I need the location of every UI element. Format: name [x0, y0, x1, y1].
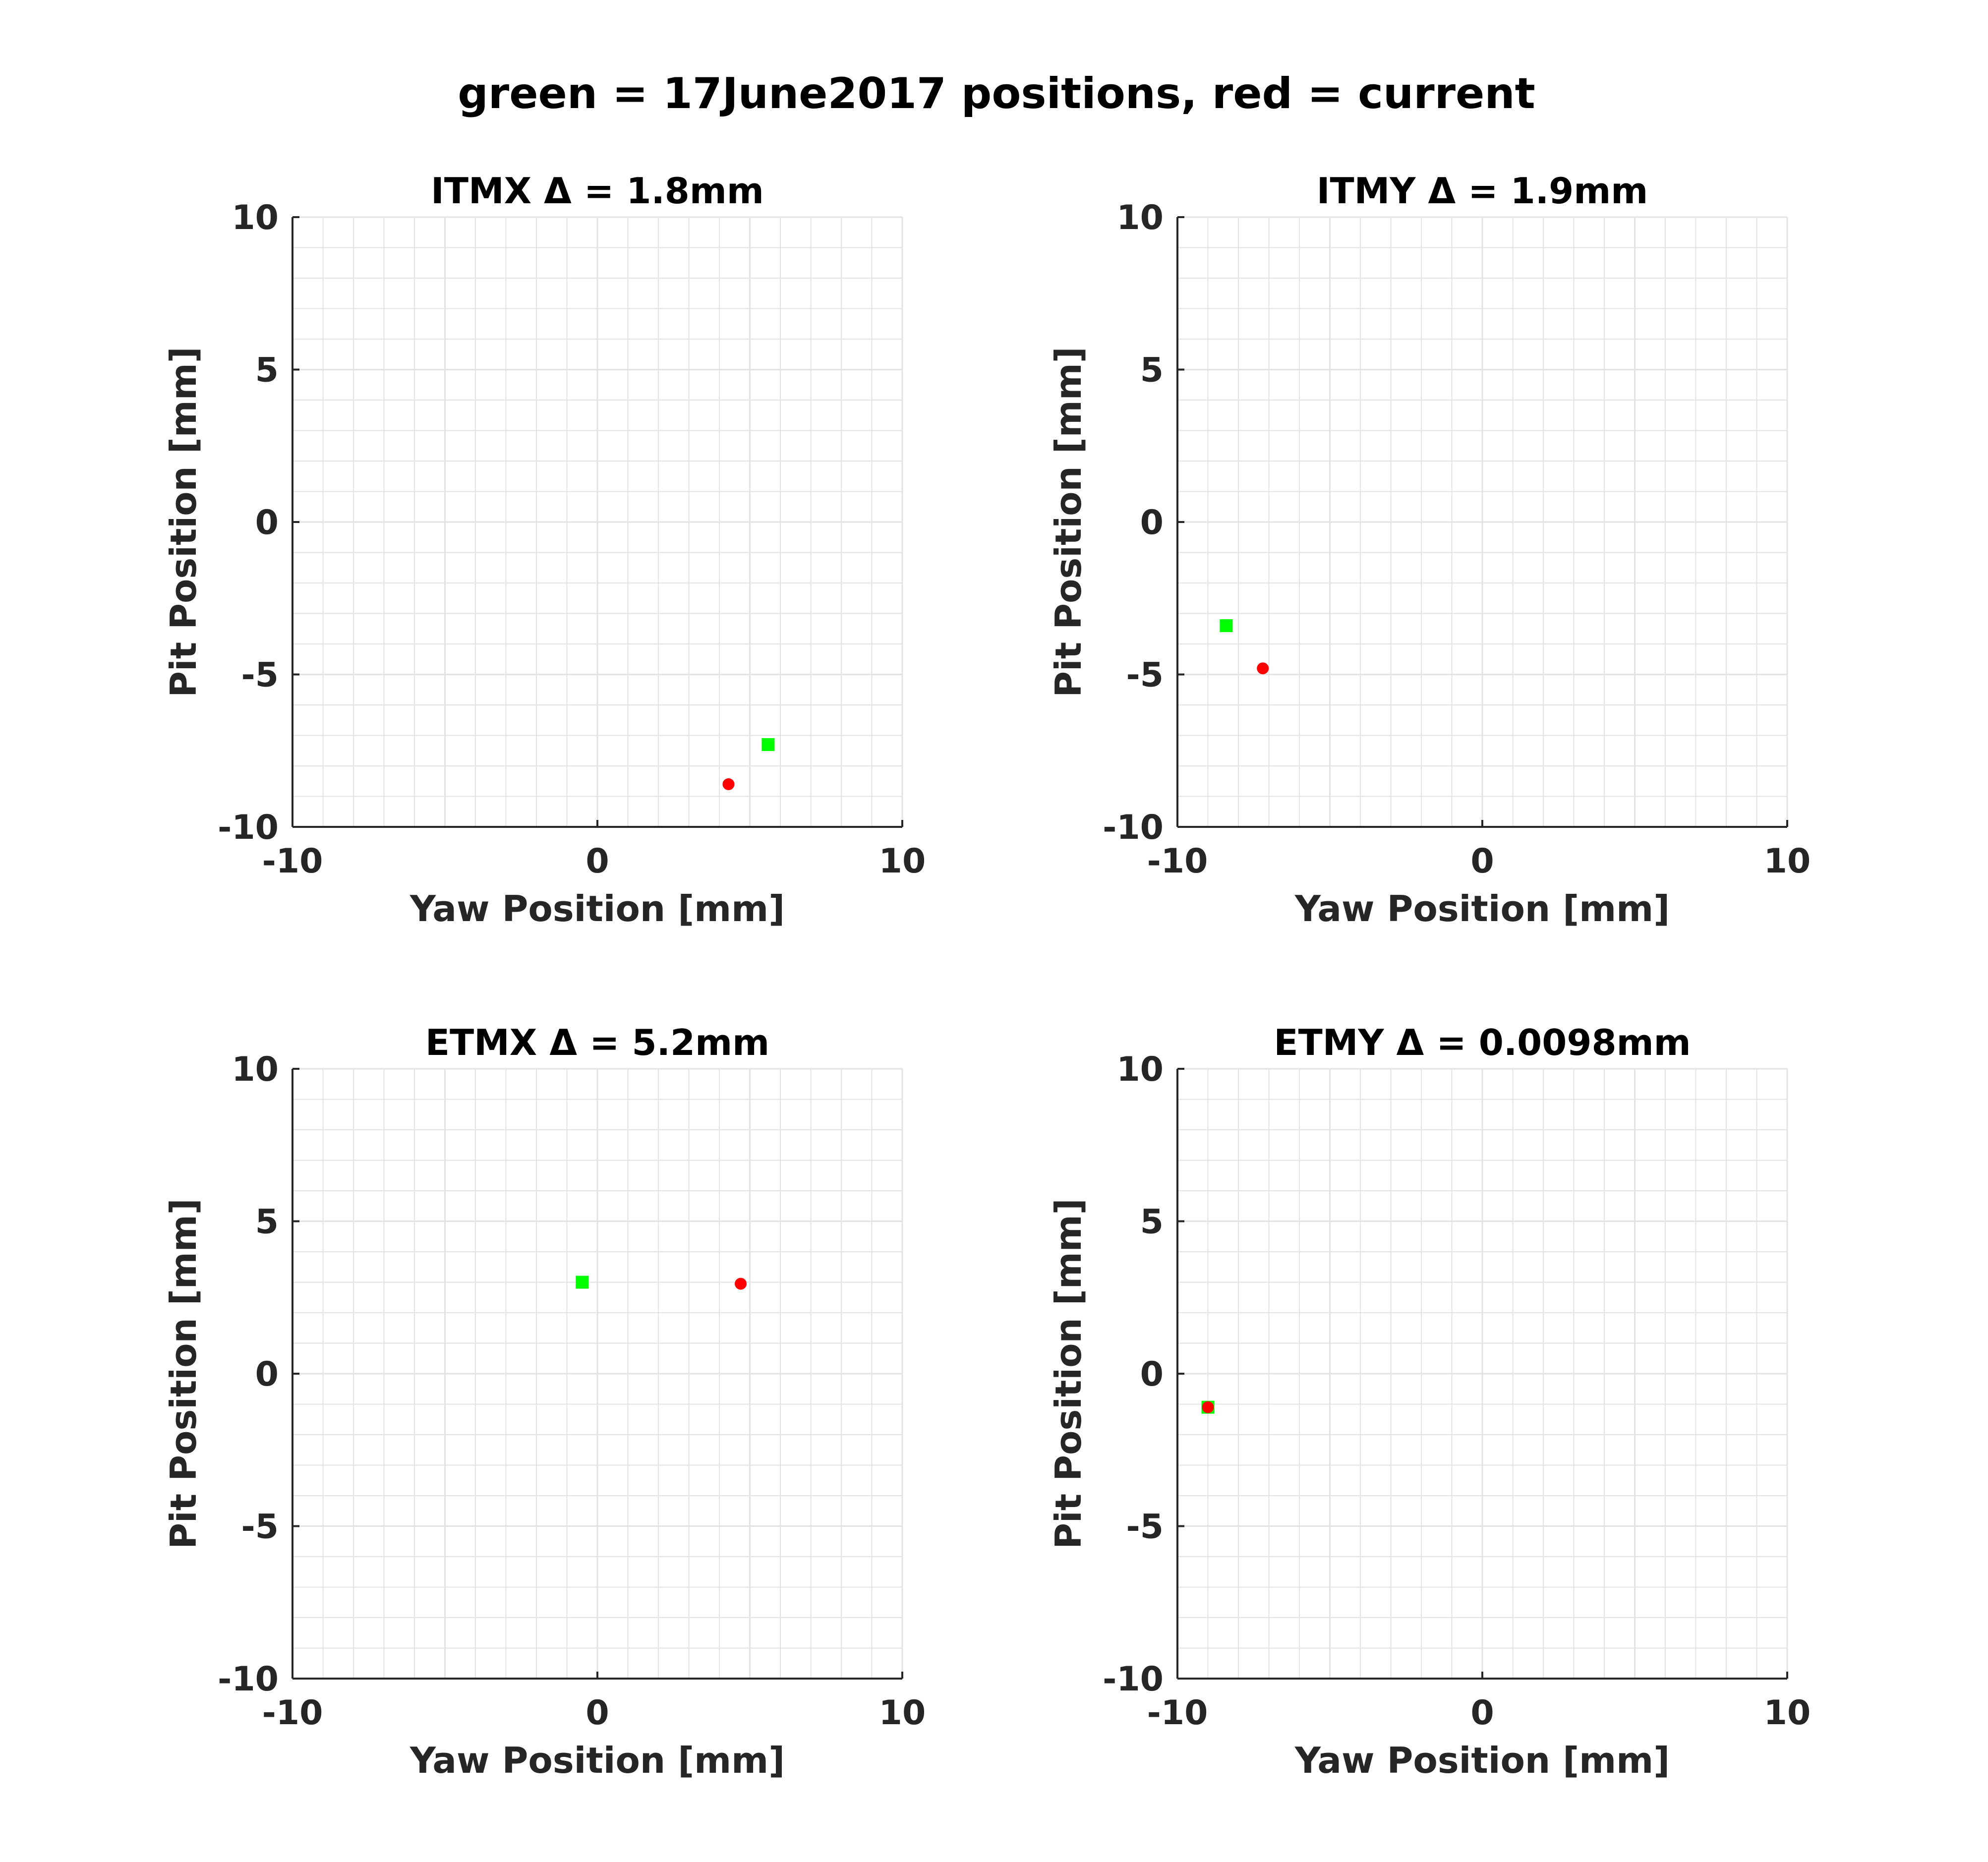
x-tick-label: 0: [1470, 842, 1494, 881]
x-tick-label: 10: [879, 842, 926, 881]
y-tick-label: -5: [1126, 656, 1164, 695]
grid-lines: [1176, 1068, 1788, 1680]
y-tick-label: -5: [1126, 1508, 1164, 1547]
x-tick-label: 0: [1470, 1693, 1494, 1733]
reference-position-marker: [576, 1276, 589, 1289]
reference-position-marker: [761, 738, 775, 751]
subplot-2: -10 0 10 -10 -5 0 5 10 ITMY Δ = 1.9mm Yaw Positio…: [1048, 170, 1811, 930]
y-tick-label: 10: [232, 1050, 279, 1089]
subplot-4: -10 0 10 -10 -5 0 5 10 ETMY Δ = 0.0098mm Yaw Posi…: [1048, 1022, 1811, 1781]
current-position-marker: [735, 1278, 747, 1290]
subplot-title: ETMX Δ = 5.2mm: [425, 1022, 769, 1063]
current-position-marker: [1257, 662, 1269, 675]
current-position-marker: [1202, 1401, 1214, 1413]
x-axis-label: Yaw Position [mm]: [409, 888, 785, 930]
y-tick-label: 0: [255, 1355, 279, 1394]
y-tick-label: 10: [232, 198, 279, 237]
y-tick-label: -5: [241, 1508, 279, 1547]
y-axis-label: Pit Position [mm]: [1048, 1198, 1089, 1549]
y-tick-label: 10: [1116, 198, 1164, 237]
y-tick-label: 10: [1116, 1050, 1164, 1089]
x-tick-label: 0: [585, 842, 609, 881]
current-position-marker: [722, 778, 735, 790]
subplot-title: ETMY Δ = 0.0098mm: [1274, 1022, 1691, 1063]
y-tick-label: 5: [1140, 351, 1164, 390]
grid-lines: [292, 216, 903, 828]
x-axis-label: Yaw Position [mm]: [1294, 1740, 1670, 1781]
y-tick-label: 0: [1140, 1355, 1164, 1394]
y-axis-label: Pit Position [mm]: [1048, 347, 1089, 697]
y-axis-label: Pit Position [mm]: [163, 347, 204, 697]
subplot-title: ITMY Δ = 1.9mm: [1317, 170, 1648, 212]
x-axis-label: Yaw Position [mm]: [1294, 888, 1670, 930]
x-tick-label: 10: [879, 1693, 926, 1733]
y-tick-label: -10: [1103, 808, 1164, 847]
y-tick-label: -5: [241, 656, 279, 695]
y-tick-label: -10: [218, 1660, 279, 1699]
y-tick-label: 5: [1140, 1203, 1164, 1242]
grid-lines: [1176, 216, 1788, 828]
figure-title: green = 17June2017 positions, red = curr…: [458, 69, 1535, 118]
y-tick-label: 5: [255, 351, 279, 390]
y-axis-label: Pit Position [mm]: [163, 1198, 204, 1549]
x-tick-label: 0: [585, 1693, 609, 1733]
x-tick-label: -10: [262, 842, 323, 881]
x-tick-label: -10: [1147, 842, 1208, 881]
y-tick-label: 0: [255, 503, 279, 542]
x-tick-label: -10: [1147, 1693, 1208, 1733]
x-tick-label: -10: [262, 1693, 323, 1733]
grid-lines: [292, 1068, 903, 1680]
x-axis-label: Yaw Position [mm]: [409, 1740, 785, 1781]
subplot-3: -10 0 10 -10 -5 0 5 10 ETMX Δ = 5.2mm Yaw Positio…: [163, 1022, 926, 1781]
subplot-grid: -10 0 10 -10 -5 0 5 10 ITMX Δ = 1.8mm Yaw Positio…: [163, 170, 1811, 1781]
x-tick-label: 10: [1764, 842, 1811, 881]
subplot-title: ITMX Δ = 1.8mm: [431, 170, 764, 212]
y-tick-label: -10: [1103, 1660, 1164, 1699]
y-tick-label: 5: [255, 1203, 279, 1242]
subplot-1: -10 0 10 -10 -5 0 5 10 ITMX Δ = 1.8mm Yaw Positio…: [163, 170, 926, 930]
y-tick-label: -10: [218, 808, 279, 847]
y-tick-label: 0: [1140, 503, 1164, 542]
x-tick-label: 10: [1764, 1693, 1811, 1733]
reference-position-marker: [1220, 619, 1233, 633]
